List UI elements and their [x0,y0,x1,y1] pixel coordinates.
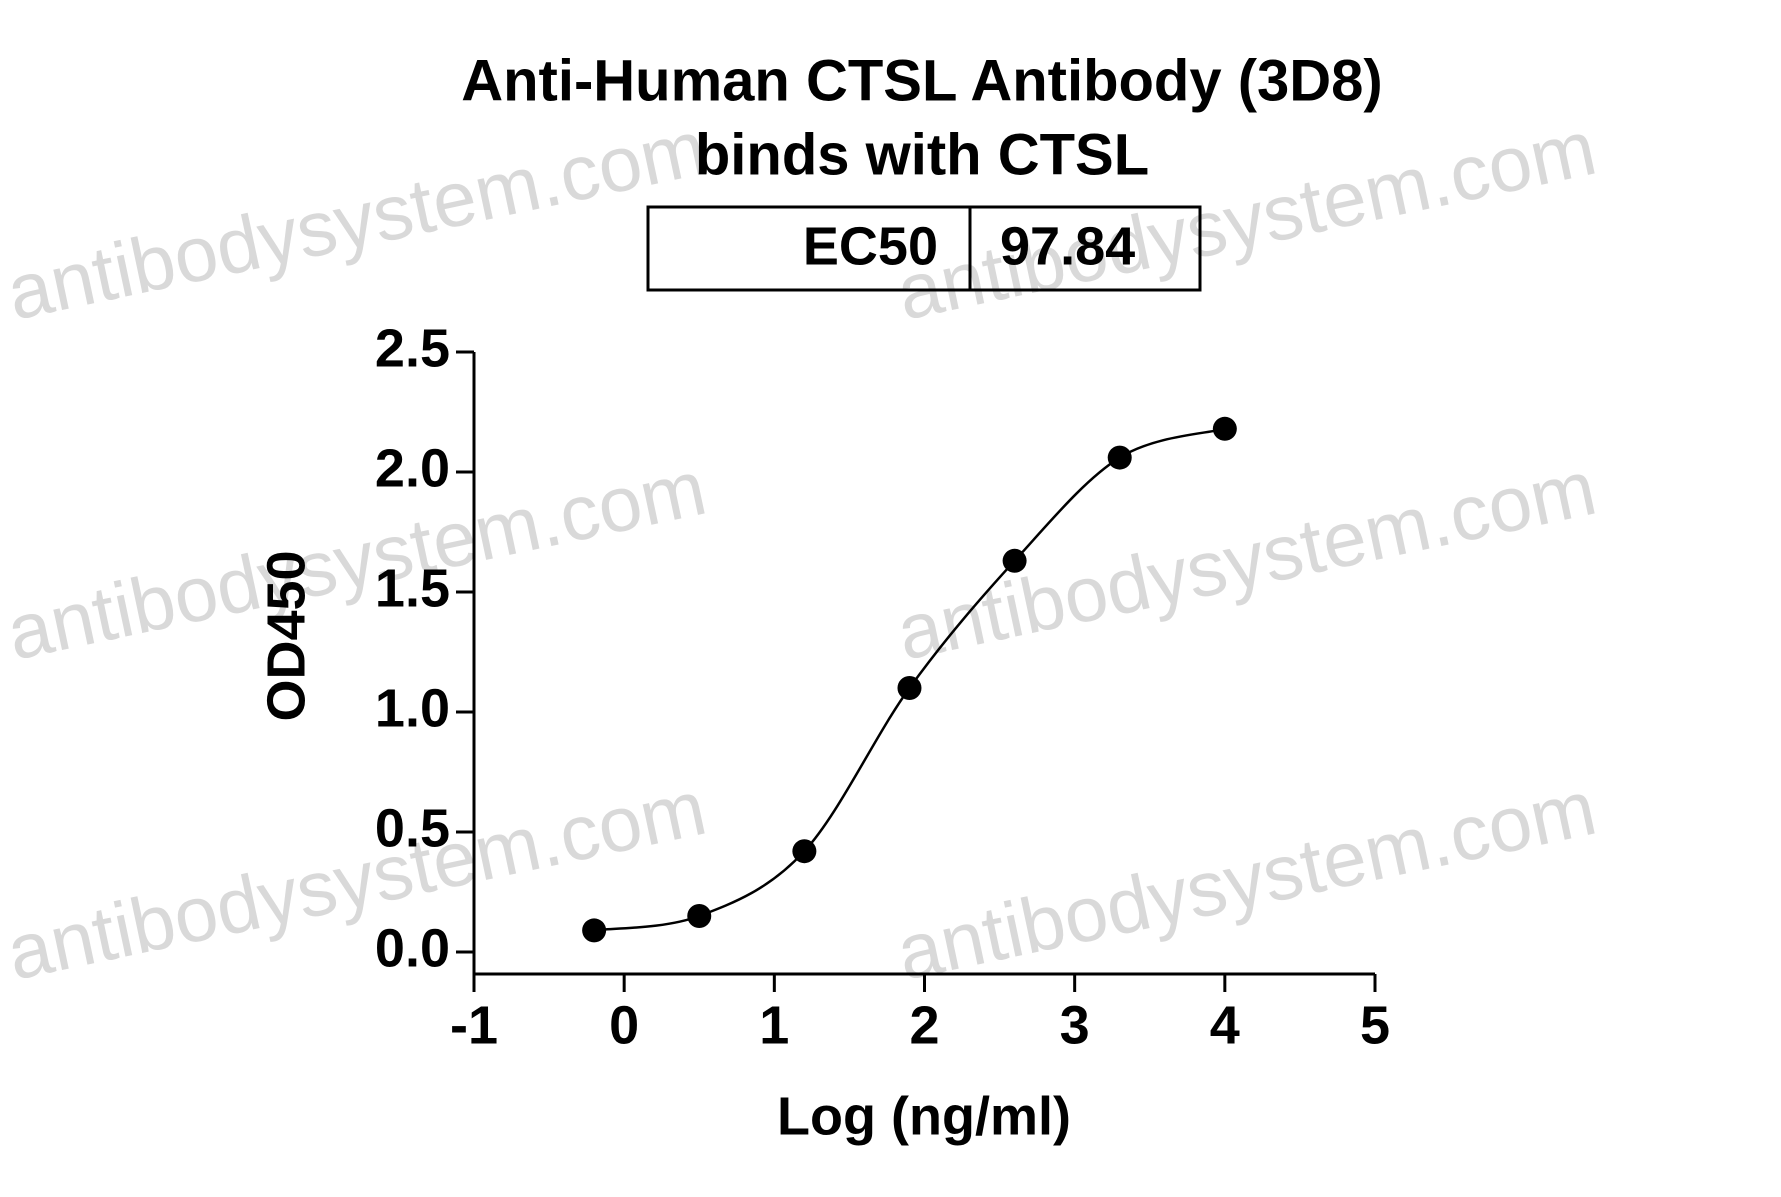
data-point [1212,416,1237,441]
watermark: antibodysystem.com [0,763,713,997]
x-tick-label: 1 [759,995,789,1055]
y-tick-label: 2.5 [375,318,450,378]
x-tick-label: 3 [1060,995,1090,1055]
x-tick-label: 5 [1360,995,1390,1055]
y-axis-label: OD450 [256,550,316,721]
ec50-value: 97.84 [1000,216,1135,276]
y-tick-label: 1.0 [375,678,450,738]
watermark: antibodysystem.com [890,443,1604,677]
x-tick-label: 4 [1210,995,1240,1055]
ec50-box [646,205,1202,292]
watermark: antibodysystem.com [0,443,713,677]
data-point [897,676,922,700]
data-point [792,839,817,864]
x-axis-label: Log (ng/ml) [777,1086,1071,1146]
y-tick-label: 2.0 [375,438,450,498]
watermark: antibodysystem.com [0,103,713,337]
y-tick-label: 0.5 [375,798,450,858]
data-point [582,918,607,943]
chart-subtitle: binds with CTSL [695,122,1149,187]
chart-title: Anti-Human CTSL Antibody (3D8) [461,48,1383,113]
watermark: antibodysystem.com [890,763,1604,997]
data-point [1107,445,1132,470]
data-point [687,904,712,928]
x-tick-label: 0 [609,995,639,1055]
ec50-label: EC50 [803,216,938,276]
x-tick-label: -1 [450,995,498,1055]
y-tick-label: 0.0 [375,918,450,978]
y-tick-label: 1.5 [375,558,450,618]
data-point [1002,548,1027,573]
x-tick-label: 2 [909,995,939,1055]
